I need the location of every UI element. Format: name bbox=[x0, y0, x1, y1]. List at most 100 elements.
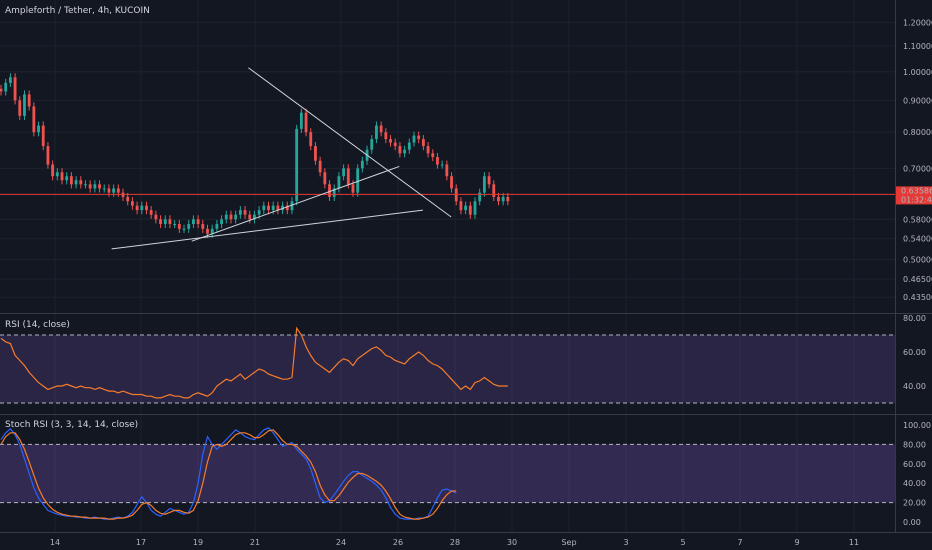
candle-body bbox=[126, 196, 130, 202]
last-price-badge bbox=[896, 186, 932, 205]
trendline-1 bbox=[111, 209, 423, 250]
candle-body bbox=[168, 219, 172, 225]
candle-body bbox=[379, 125, 383, 133]
stoch-tick-label: 100.00 bbox=[903, 421, 931, 430]
countdown-label: 01:32:48 bbox=[901, 195, 932, 204]
candle-body bbox=[445, 164, 449, 177]
rsi-pane bbox=[0, 326, 895, 404]
candle-body bbox=[159, 219, 162, 225]
candle-body bbox=[145, 205, 148, 211]
candle-body bbox=[238, 210, 242, 215]
time-tick-label: Sep bbox=[561, 538, 576, 547]
time-tick-label: 7 bbox=[737, 538, 742, 547]
candle-body bbox=[51, 164, 55, 177]
stoch-tick-label: 60.00 bbox=[903, 460, 926, 469]
candle-body bbox=[149, 210, 153, 215]
candle-body bbox=[323, 172, 327, 185]
candle-body bbox=[60, 172, 64, 181]
candle-body bbox=[473, 201, 477, 215]
candle-body bbox=[482, 176, 486, 193]
time-tick-label: 21 bbox=[250, 538, 260, 547]
candle-body bbox=[154, 214, 158, 220]
candle-body bbox=[234, 214, 238, 220]
grid bbox=[0, 0, 895, 532]
candle-body bbox=[290, 201, 294, 211]
rsi-tick-label: 40.00 bbox=[903, 382, 926, 391]
rsi-band bbox=[0, 335, 895, 403]
time-tick-label: 3 bbox=[623, 538, 628, 547]
stoch-tick-label: 20.00 bbox=[903, 499, 926, 508]
candle-body bbox=[192, 219, 195, 225]
rsi-tick-label: 60.00 bbox=[903, 348, 926, 357]
candle-body bbox=[37, 125, 40, 133]
candle-body bbox=[309, 132, 313, 147]
candle-body bbox=[337, 176, 341, 189]
candle-body bbox=[398, 146, 402, 154]
rsi-title: RSI (14, close) bbox=[5, 320, 70, 330]
candle-body bbox=[328, 184, 331, 197]
trendline-2 bbox=[191, 165, 400, 242]
candle-body bbox=[342, 168, 346, 177]
candle-body bbox=[356, 168, 360, 193]
candle-body bbox=[285, 205, 289, 211]
candle-body bbox=[492, 184, 496, 197]
candle-body bbox=[501, 196, 505, 202]
candle-body bbox=[464, 205, 468, 211]
candle-body bbox=[314, 146, 317, 161]
candle-body bbox=[27, 94, 31, 107]
candle-body bbox=[417, 135, 421, 140]
candle-body bbox=[497, 196, 500, 202]
candle-body bbox=[243, 210, 247, 215]
candle-body bbox=[116, 188, 120, 193]
candle-body bbox=[440, 164, 444, 166]
candle-body bbox=[182, 228, 186, 230]
candle-body bbox=[13, 77, 17, 101]
rsi-line bbox=[0, 326, 508, 399]
candle-body bbox=[332, 188, 336, 197]
candle-body bbox=[55, 172, 59, 177]
candle-body bbox=[478, 192, 482, 202]
candle-body bbox=[220, 219, 223, 225]
candle-body bbox=[229, 214, 233, 220]
candle-body bbox=[65, 176, 69, 181]
chart-title: Ampleforth / Tether, 4h, KUCOIN bbox=[5, 6, 150, 16]
candle-body bbox=[187, 224, 191, 229]
candle-body bbox=[177, 224, 181, 229]
candle-body bbox=[257, 210, 261, 215]
candle-body bbox=[403, 149, 407, 154]
candle-body bbox=[393, 142, 397, 147]
candle-body bbox=[196, 219, 200, 225]
candle-body bbox=[426, 146, 430, 154]
candle-body bbox=[375, 125, 378, 140]
candle-body bbox=[407, 142, 411, 150]
candle-body bbox=[130, 201, 134, 206]
candle-body bbox=[41, 125, 45, 147]
candle-body bbox=[351, 184, 355, 193]
candle-body bbox=[412, 135, 416, 143]
candle-body bbox=[436, 157, 439, 165]
time-tick-label: 30 bbox=[507, 538, 517, 547]
candle-body bbox=[210, 228, 214, 234]
candle-body bbox=[389, 139, 392, 143]
candle-body bbox=[18, 100, 22, 116]
candle-body bbox=[468, 205, 472, 215]
time-tick-label: 26 bbox=[393, 538, 403, 547]
candle-body bbox=[318, 160, 322, 173]
candle-body bbox=[487, 176, 491, 185]
candle-body bbox=[8, 77, 12, 83]
candle-body bbox=[102, 188, 106, 190]
candle-body bbox=[107, 188, 111, 193]
candle-body bbox=[450, 176, 453, 189]
candle-body bbox=[281, 205, 284, 211]
time-tick-label: 9 bbox=[794, 538, 799, 547]
candle-body bbox=[135, 205, 139, 211]
candle-body bbox=[271, 205, 275, 211]
candle-body bbox=[93, 184, 97, 189]
